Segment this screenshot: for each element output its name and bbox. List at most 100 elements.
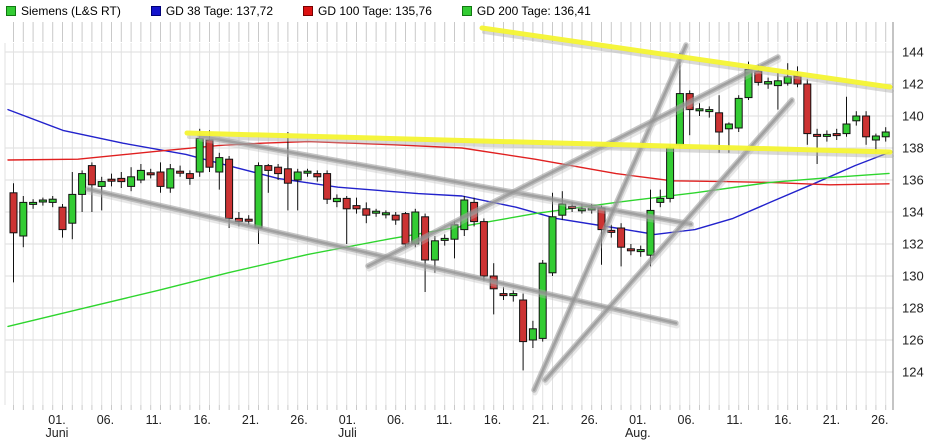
candle-body-down xyxy=(391,214,400,221)
candle-body-down xyxy=(58,206,67,231)
candle xyxy=(852,111,861,126)
candle-body-up xyxy=(538,262,547,339)
x-axis-label: 01. xyxy=(629,413,646,427)
candle xyxy=(136,164,145,184)
candle xyxy=(264,164,273,193)
candle-body-up xyxy=(215,157,224,173)
candle-body-up xyxy=(724,123,733,130)
candle xyxy=(48,196,57,208)
candle-body-down xyxy=(313,173,322,178)
candle-body-down xyxy=(264,165,273,171)
candle xyxy=(127,167,136,192)
candle xyxy=(342,196,351,244)
x-axis-label: 06. xyxy=(678,413,695,427)
candle-body-up xyxy=(97,181,106,187)
candle-body-down xyxy=(479,221,488,277)
candle xyxy=(862,111,871,145)
legend-item-siemens[interactable]: Siemens (L&S RT) xyxy=(6,4,121,18)
trendline-gray-core xyxy=(366,55,780,268)
candle xyxy=(421,213,430,292)
x-axis-label: 16. xyxy=(484,413,501,427)
candle-body-down xyxy=(107,178,116,182)
candle-body-down xyxy=(803,83,812,135)
candle xyxy=(166,164,175,193)
candle-body-down xyxy=(244,218,253,222)
candle-body-up xyxy=(783,76,792,84)
candle xyxy=(558,191,567,220)
y-axis-label: 138 xyxy=(902,141,924,156)
candle-body-up xyxy=(822,133,831,137)
x-axis-label: 11. xyxy=(436,413,452,427)
candle-body-down xyxy=(626,248,635,252)
candle-body-down xyxy=(519,299,528,343)
candle-body-up xyxy=(440,237,449,241)
candle-body-down xyxy=(156,171,165,187)
ma-line-gd-38-tage xyxy=(7,108,890,236)
candle-body-up xyxy=(548,216,557,274)
trendline-yellow xyxy=(184,130,893,155)
series-swatch-icon xyxy=(303,6,314,16)
candle-body-down xyxy=(146,172,155,176)
legend-label: Siemens (L&S RT) xyxy=(21,4,121,18)
y-axis-label: 140 xyxy=(902,109,924,124)
candle-body-up xyxy=(381,212,390,216)
candle xyxy=(29,199,38,209)
candle xyxy=(715,95,724,153)
candle-body-up xyxy=(881,131,890,138)
candle-body-up xyxy=(695,108,704,112)
trendline-yellow-shadow xyxy=(482,30,894,93)
candle-body-up xyxy=(705,109,714,113)
legend-item-gd38[interactable]: GD 38 Tage: 137,72 xyxy=(150,4,273,18)
candle-body-down xyxy=(401,213,410,245)
candle xyxy=(499,287,508,300)
candle xyxy=(607,224,616,238)
candle xyxy=(156,162,165,193)
candle-body-up xyxy=(558,203,567,216)
candle-body-up xyxy=(78,173,87,195)
candle-body-up xyxy=(871,135,880,141)
candle xyxy=(538,260,547,342)
candle-body-up xyxy=(38,199,47,203)
candle xyxy=(381,210,390,219)
x-axis-month-label: Juli xyxy=(338,426,357,440)
y-axis-label: 142 xyxy=(902,77,924,92)
candle-body-down xyxy=(274,166,283,175)
candle xyxy=(185,170,194,185)
candle xyxy=(68,172,77,240)
legend-label: GD 200 Tage: 136,41 xyxy=(476,4,591,18)
x-axis-label: 01. xyxy=(48,413,65,427)
x-axis-month-label: Aug. xyxy=(625,426,651,440)
candle xyxy=(323,170,332,204)
legend-item-gd200[interactable]: GD 200 Tage: 136,41 xyxy=(461,4,591,18)
candle xyxy=(636,245,645,257)
candle xyxy=(881,127,890,142)
candle-body-up xyxy=(577,208,586,212)
candle xyxy=(332,194,341,208)
candle-body-up xyxy=(29,201,38,205)
x-axis-label: 06. xyxy=(387,413,404,427)
candle-body-down xyxy=(323,173,332,200)
candle xyxy=(283,132,292,211)
trendline-yellow-shadow xyxy=(187,135,894,158)
ma-line-gd-200-tage xyxy=(7,172,890,328)
x-axis-label: 11. xyxy=(726,413,742,427)
ma-line-gd-100-tage xyxy=(7,140,890,186)
candle-body-up xyxy=(136,169,145,181)
legend-item-gd100[interactable]: GD 100 Tage: 135,76 xyxy=(303,4,432,18)
candle xyxy=(519,293,528,371)
candle xyxy=(734,95,743,132)
candle-body-up xyxy=(666,147,675,199)
candle-body-down xyxy=(283,168,292,184)
y-axis-label: 128 xyxy=(902,301,924,316)
candle-body-up xyxy=(127,176,136,187)
candle xyxy=(225,156,234,228)
trendline-gray-core xyxy=(532,43,688,392)
candle-body-down xyxy=(754,70,763,83)
x-axis-label: 11. xyxy=(146,413,162,427)
candle-body-up xyxy=(48,198,57,203)
trendline-gray-core xyxy=(198,134,693,226)
candle-body-up xyxy=(254,165,263,229)
candle xyxy=(401,212,410,248)
candle xyxy=(362,202,371,224)
